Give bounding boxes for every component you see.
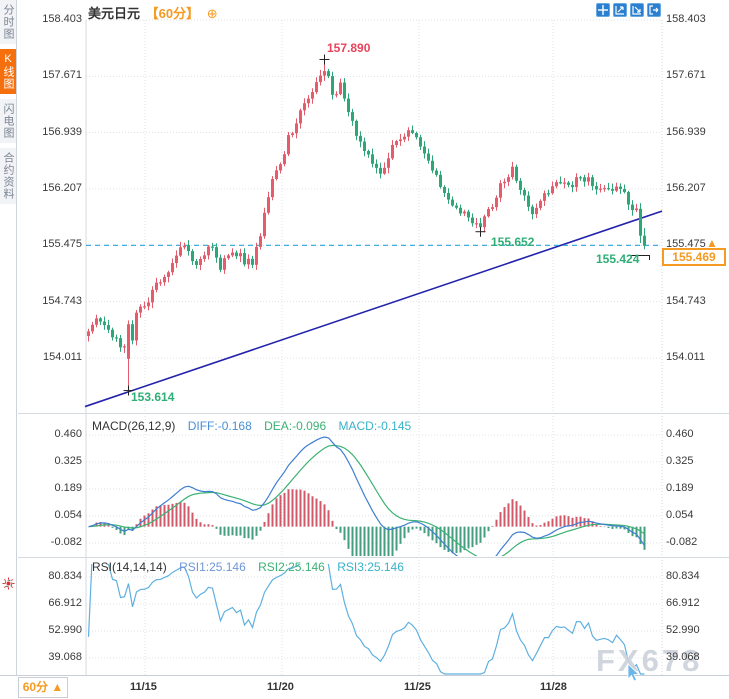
macd-y-axis-label: -0.082 xyxy=(50,536,82,548)
main-y-axis-label: 157.671 xyxy=(42,69,82,82)
period-label: 60分 xyxy=(22,680,49,694)
sidebar-item-contract-info[interactable]: 合约资料 xyxy=(0,148,16,204)
hot-indicator-icon xyxy=(2,577,15,595)
price-up-arrow-icon: ▲ xyxy=(706,236,718,250)
high-price-annotation: 157.890 xyxy=(327,41,371,55)
macd-y-axis-label-right: -0.082 xyxy=(666,536,698,548)
swing-low-annotation: 155.652 xyxy=(491,235,535,249)
main-y-axis-label-right: 155.475 xyxy=(666,238,706,251)
macd-label: MACD(26,12,9) xyxy=(92,419,176,433)
macd-dea-value: DEA:-0.096 xyxy=(264,419,327,433)
macd-y-axis-label: 0.054 xyxy=(54,508,82,521)
period-selector[interactable]: 60分 ▲ xyxy=(18,677,68,698)
macd-macd-value: MACD:-0.145 xyxy=(338,419,412,433)
page-title: 美元日元 【60分】 ⊕ xyxy=(88,3,218,22)
crosshair-move-icon[interactable] xyxy=(596,3,610,17)
macd-y-axis-label: 0.189 xyxy=(54,482,82,494)
period-arrow-icon: ▲ xyxy=(51,680,64,694)
macd-y-axis-label-right: 0.460 xyxy=(666,428,694,440)
main-y-axis-label: 155.475 xyxy=(42,238,82,251)
last-price-badge: 155.469 xyxy=(662,248,726,266)
sidebar-item-time-chart[interactable]: 分时图 xyxy=(0,0,16,44)
low-price-annotation: 153.614 xyxy=(131,390,175,404)
main-y-axis-label-right: 154.743 xyxy=(666,294,706,307)
main-y-axis-label: 154.743 xyxy=(42,294,82,307)
sidebar: 分时图 K线图 闪电图 合约资料 xyxy=(0,0,17,675)
rsi-y-axis-label-right: 39.068 xyxy=(666,651,700,663)
macd-y-axis-label-right: 0.325 xyxy=(666,454,694,467)
macd-diff-value: DIFF:-0.168 xyxy=(187,419,252,433)
main-y-axis-label: 156.207 xyxy=(42,182,82,194)
mouse-cursor xyxy=(627,664,640,682)
rsi-label: RSI(14,14,14) xyxy=(92,560,167,574)
main-y-axis-label-right: 156.207 xyxy=(666,182,706,194)
fit-vertical-icon[interactable] xyxy=(630,3,644,17)
rsi-y-axis-label: 66.912 xyxy=(48,597,82,609)
pan-exit-icon[interactable] xyxy=(647,3,661,17)
main-y-axis-label-right: 158.403 xyxy=(666,13,706,25)
x-axis-date: 11/28 xyxy=(540,681,567,693)
main-y-axis-label-right: 156.939 xyxy=(666,125,706,138)
watermark: FX678 xyxy=(596,643,703,678)
interval-tag: 【60分】 xyxy=(145,6,200,21)
recent-low-annotation: 155.424 xyxy=(596,252,640,266)
rsi-y-axis-label-right: 80.834 xyxy=(666,570,700,582)
rsi3-value: RSI3:25.146 xyxy=(337,560,404,574)
main-y-axis-label: 158.403 xyxy=(42,13,82,25)
x-axis-date: 11/25 xyxy=(404,681,431,693)
rsi-y-axis-label: 80.834 xyxy=(48,570,82,582)
macd-y-axis-label-right: 0.189 xyxy=(666,482,694,494)
rsi2-value: RSI2:25.146 xyxy=(258,560,325,574)
main-y-axis-label-right: 154.011 xyxy=(666,351,705,363)
x-axis-date: 11/20 xyxy=(267,681,294,693)
rsi-panel-header: RSI(14,14,14) RSI1:25.146 RSI2:25.146 RS… xyxy=(92,560,404,574)
symbol-name: 美元日元 xyxy=(88,6,141,21)
macd-y-axis-label-right: 0.054 xyxy=(666,508,694,521)
macd-y-axis-label: 0.325 xyxy=(54,454,82,467)
main-y-axis-label: 154.011 xyxy=(43,351,82,363)
main-y-axis-label-right: 157.671 xyxy=(666,69,706,82)
rsi-y-axis-label: 39.068 xyxy=(48,651,82,663)
sidebar-item-flash-chart[interactable]: 闪电图 xyxy=(0,99,16,143)
rsi1-value: RSI1:25.146 xyxy=(179,560,246,574)
x-axis-date: 11/15 xyxy=(130,681,157,693)
macd-y-axis-label: 0.460 xyxy=(54,428,82,440)
macd-panel-header: MACD(26,12,9) DIFF:-0.168 DEA:-0.096 MAC… xyxy=(92,419,411,433)
sidebar-item-kline-chart[interactable]: K线图 xyxy=(0,49,16,94)
rsi-y-axis-label-right: 52.990 xyxy=(666,624,700,636)
fit-horizontal-icon[interactable] xyxy=(613,3,627,17)
rsi-y-axis-label-right: 66.912 xyxy=(666,597,700,609)
chart-toolbar xyxy=(596,3,661,17)
add-indicator-icon[interactable]: ⊕ xyxy=(206,6,218,21)
main-y-axis-label: 156.939 xyxy=(42,125,82,138)
rsi-y-axis-label: 52.990 xyxy=(48,624,82,636)
